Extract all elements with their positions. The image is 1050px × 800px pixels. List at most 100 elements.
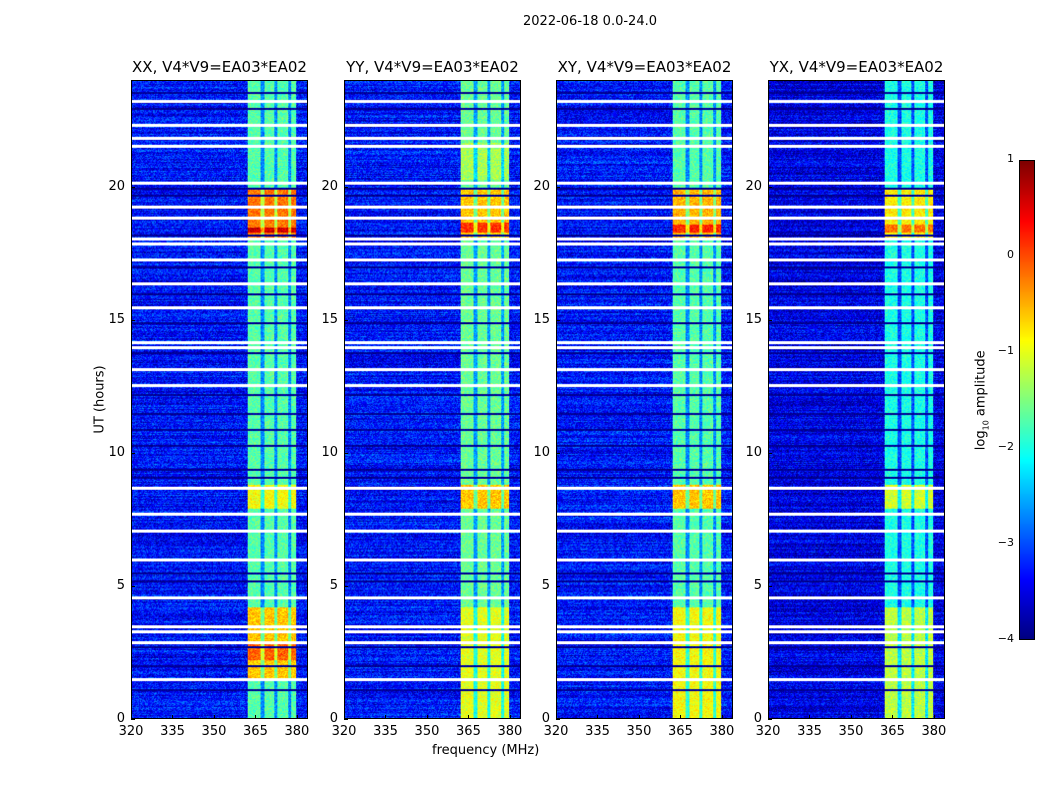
y-tick-label: 5 xyxy=(541,577,550,593)
y-tick xyxy=(131,319,135,321)
x-tick-label: 350 xyxy=(201,724,227,739)
x-tick-label: 335 xyxy=(797,724,822,739)
y-tick-label: 20 xyxy=(108,178,125,194)
y-tick xyxy=(556,452,560,454)
x-tick xyxy=(468,715,470,719)
y-tick-label: 15 xyxy=(745,311,762,327)
y-tick xyxy=(344,319,348,321)
x-tick xyxy=(255,715,257,719)
x-tick xyxy=(768,715,769,719)
heatmap-image xyxy=(769,81,944,718)
y-tick-label: 20 xyxy=(533,178,550,194)
x-tick-label: 350 xyxy=(626,724,652,739)
y-tick xyxy=(344,452,348,454)
x-tick-label: 365 xyxy=(456,724,481,739)
y-tick xyxy=(556,319,560,321)
heatmap-image xyxy=(345,81,520,718)
y-tick xyxy=(556,585,560,587)
x-tick-label: 335 xyxy=(373,724,398,739)
x-tick-label: 320 xyxy=(755,724,781,739)
panel-title: XY, V4*V9=EA03*EA02 xyxy=(557,58,732,76)
y-tick xyxy=(768,719,772,720)
colorbar-label-sub: 10 xyxy=(981,420,991,431)
colorbar-label-suffix: amplitude xyxy=(973,350,989,421)
x-tick-label: 380 xyxy=(709,724,735,739)
x-tick xyxy=(556,715,557,719)
y-tick xyxy=(768,585,772,587)
x-tick xyxy=(809,715,811,719)
y-tick xyxy=(131,452,135,454)
x-tick xyxy=(426,715,428,719)
colorbar-label: log10 amplitude xyxy=(974,350,991,450)
y-tick xyxy=(556,186,560,188)
heatmap-image xyxy=(132,81,307,718)
y-tick-label: 20 xyxy=(745,178,762,194)
x-tick xyxy=(680,715,682,719)
panel-title: YX, V4*V9=EA03*EA02 xyxy=(769,58,944,76)
y-tick xyxy=(556,719,560,720)
y-tick-label: 0 xyxy=(329,711,338,726)
colorbar xyxy=(1019,160,1035,640)
x-tick xyxy=(638,715,640,719)
y-tick-label: 0 xyxy=(753,711,762,726)
x-tick-label: 320 xyxy=(118,724,144,739)
y-tick-label: 0 xyxy=(116,711,125,726)
colorbar-tick-label: 1 xyxy=(1007,152,1014,165)
y-tick xyxy=(768,319,772,321)
x-tick xyxy=(597,715,599,719)
x-tick xyxy=(344,715,345,719)
x-tick xyxy=(721,715,723,719)
y-axis-label: UT (hours) xyxy=(92,365,108,434)
y-tick-label: 10 xyxy=(321,444,338,460)
y-tick-label: 20 xyxy=(321,178,338,194)
y-tick xyxy=(344,585,348,587)
x-tick xyxy=(850,715,852,719)
x-tick xyxy=(933,715,935,719)
y-tick-label: 10 xyxy=(533,444,550,460)
x-tick xyxy=(509,715,511,719)
x-tick xyxy=(892,715,894,719)
x-tick-label: 365 xyxy=(880,724,905,739)
colorbar-tick-label: −3 xyxy=(997,536,1014,549)
x-tick-label: 350 xyxy=(838,724,864,739)
x-tick-label: 380 xyxy=(284,724,310,739)
colorbar-tick-label: 0 xyxy=(1007,248,1014,261)
x-axis-label: frequency (MHz) xyxy=(432,743,540,758)
x-tick-label: 320 xyxy=(331,724,357,739)
y-tick-label: 15 xyxy=(108,311,125,327)
colorbar-tick-label: −4 xyxy=(997,632,1014,645)
x-tick-label: 350 xyxy=(414,724,440,739)
x-tick xyxy=(385,715,387,719)
y-tick xyxy=(344,186,348,188)
chart-title: 2022-06-18 0.0-24.0 xyxy=(523,14,657,29)
x-tick-label: 365 xyxy=(243,724,268,739)
colorbar-tick-label: −2 xyxy=(997,440,1014,453)
y-tick-label: 0 xyxy=(541,711,550,726)
y-tick xyxy=(344,719,348,720)
y-tick-label: 10 xyxy=(108,444,125,460)
panel-title: YY, V4*V9=EA03*EA02 xyxy=(346,58,519,76)
y-tick xyxy=(131,186,135,188)
y-tick xyxy=(768,186,772,188)
x-tick xyxy=(296,715,298,719)
x-tick xyxy=(131,715,132,719)
y-tick xyxy=(131,719,135,720)
colorbar-label-log: log xyxy=(973,430,989,451)
x-tick xyxy=(172,715,174,719)
x-tick-label: 335 xyxy=(585,724,610,739)
panel-title: XX, V4*V9=EA03*EA02 xyxy=(132,58,307,76)
x-tick-label: 365 xyxy=(668,724,693,739)
y-tick xyxy=(131,585,135,587)
y-tick-label: 5 xyxy=(329,577,338,593)
x-tick xyxy=(213,715,215,719)
heatmap-image xyxy=(557,81,732,718)
y-tick-label: 15 xyxy=(533,311,550,327)
y-tick-label: 15 xyxy=(321,311,338,327)
y-tick-label: 10 xyxy=(745,444,762,460)
x-tick-label: 380 xyxy=(921,724,947,739)
heatmap-panel xyxy=(768,80,945,719)
heatmap-panel xyxy=(131,80,308,719)
heatmap-panel xyxy=(344,80,521,719)
y-tick-label: 5 xyxy=(753,577,762,593)
x-tick-label: 335 xyxy=(160,724,185,739)
